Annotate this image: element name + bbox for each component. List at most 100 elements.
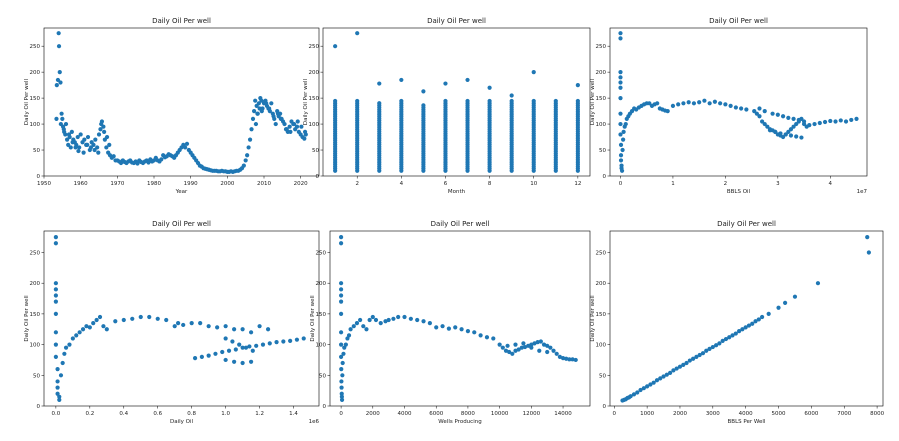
- x-tick-label: 5000: [772, 411, 786, 417]
- y-axis-label: Daily Oil Per well: [303, 78, 309, 125]
- scatter-point: [243, 158, 248, 163]
- x-tick-label: 0.6: [153, 411, 162, 417]
- x-tick-label: 1970: [110, 181, 124, 187]
- x-offset-text: 1e7: [857, 189, 868, 195]
- scatter-point: [686, 100, 691, 105]
- y-tick-label: 150: [596, 312, 607, 318]
- scatter-point: [770, 111, 775, 116]
- scatter-point: [74, 333, 79, 338]
- scatter-point: [176, 321, 181, 326]
- y-tick-label: 150: [596, 96, 607, 102]
- scatter-point: [53, 281, 58, 286]
- y-tick-label: 250: [309, 44, 320, 50]
- y-tick-label: 100: [30, 122, 41, 128]
- scatter-point: [446, 326, 452, 331]
- scatter-point: [440, 324, 445, 329]
- scatter-point: [354, 321, 360, 326]
- scatter-point: [408, 316, 413, 321]
- scatter-point: [491, 336, 496, 341]
- y-tick-label: 200: [30, 281, 41, 287]
- scatter-point: [762, 121, 767, 127]
- scatter-point: [618, 153, 624, 158]
- scatter-point: [796, 117, 801, 123]
- scatter-point: [138, 314, 143, 320]
- scatter-point: [664, 372, 669, 377]
- scatter-point: [91, 321, 96, 326]
- scatter-point: [69, 129, 74, 134]
- scatter-point: [691, 356, 696, 361]
- x-tick-label: 3: [776, 181, 780, 187]
- y-tick-label: 150: [309, 96, 320, 102]
- scatter-point: [215, 325, 220, 330]
- scatter-point: [760, 119, 765, 124]
- scatter-point: [220, 349, 225, 355]
- scatter-point: [97, 314, 103, 320]
- scatter-point: [264, 101, 269, 106]
- y-tick-label: 50: [599, 373, 606, 379]
- scatter-point: [99, 121, 104, 127]
- scatter-point: [567, 357, 572, 362]
- scatter-point: [63, 345, 69, 350]
- scatter-point: [63, 132, 68, 137]
- scatter-point: [55, 391, 60, 396]
- x-tick-label: 8: [488, 181, 492, 187]
- x-tick-label: 2010: [257, 181, 271, 187]
- scatter-point: [661, 374, 666, 379]
- scatter-point: [259, 108, 264, 114]
- scatter-point: [618, 158, 624, 163]
- x-tick-label: 6: [444, 181, 448, 187]
- scatter-point: [655, 101, 660, 106]
- scatter-point: [206, 353, 211, 358]
- scatter-point: [767, 128, 773, 133]
- x-tick-label: 1990: [184, 181, 198, 187]
- x-tick-label: 10: [530, 181, 537, 187]
- scatter-point: [94, 317, 99, 323]
- x-axis-label: BBLS Per Well: [728, 419, 766, 425]
- scatter-point: [77, 330, 82, 335]
- scatter-point: [618, 31, 623, 36]
- scatter-point: [532, 341, 537, 346]
- scatter-point: [459, 327, 464, 332]
- scatter-point: [66, 142, 71, 147]
- scatter-point: [102, 129, 107, 134]
- scatter-point: [754, 111, 759, 116]
- scatter-point: [63, 121, 69, 127]
- scatter-point: [302, 129, 308, 134]
- y-tick-label: 50: [312, 148, 319, 154]
- scatter-point: [223, 324, 228, 329]
- scatter-point: [121, 317, 126, 323]
- scatter-point: [113, 319, 118, 324]
- scatter-point: [96, 132, 102, 137]
- subplot-bbls-oil: Daily Oil Per well 0 1 2 3 4 0 50 100 150 200 250 BB…: [590, 17, 867, 195]
- x-tick-label: 1950: [37, 181, 51, 187]
- scatter-point: [670, 103, 676, 108]
- scatter-point: [822, 119, 828, 125]
- scatter-point: [513, 348, 518, 353]
- scatter-point: [510, 351, 515, 356]
- x-tick-label: 0.2: [85, 411, 94, 417]
- scatter-point: [343, 342, 348, 347]
- x-tick-label: 0: [619, 181, 623, 187]
- scatter-point: [53, 311, 58, 316]
- scatter-point: [53, 299, 58, 304]
- scatter-point: [367, 317, 372, 323]
- scatter-point: [472, 330, 477, 335]
- scatter-point: [712, 99, 717, 104]
- scatter-point: [259, 98, 264, 103]
- x-tick-label: 7000: [837, 411, 851, 417]
- x-axis-label: Year: [175, 189, 188, 195]
- scatter-point: [346, 333, 352, 338]
- scatter-point: [833, 119, 838, 124]
- scatter-point: [88, 145, 94, 150]
- y-tick-label: 0: [603, 404, 607, 410]
- scatter-point: [339, 391, 344, 396]
- x-tick-label: 1980: [147, 181, 161, 187]
- scatter-point: [776, 305, 781, 310]
- x-tick-label: 4: [400, 181, 404, 187]
- subplot-daily-oil: Daily Oil Per well 0.0 0.2 0.4 0.6 0.8 1.0 1.2 1…: [24, 220, 319, 425]
- scatter-point: [399, 98, 404, 104]
- scatter-point: [192, 356, 198, 361]
- x-tick-label: 4000: [739, 411, 753, 417]
- scatter-point: [658, 376, 663, 381]
